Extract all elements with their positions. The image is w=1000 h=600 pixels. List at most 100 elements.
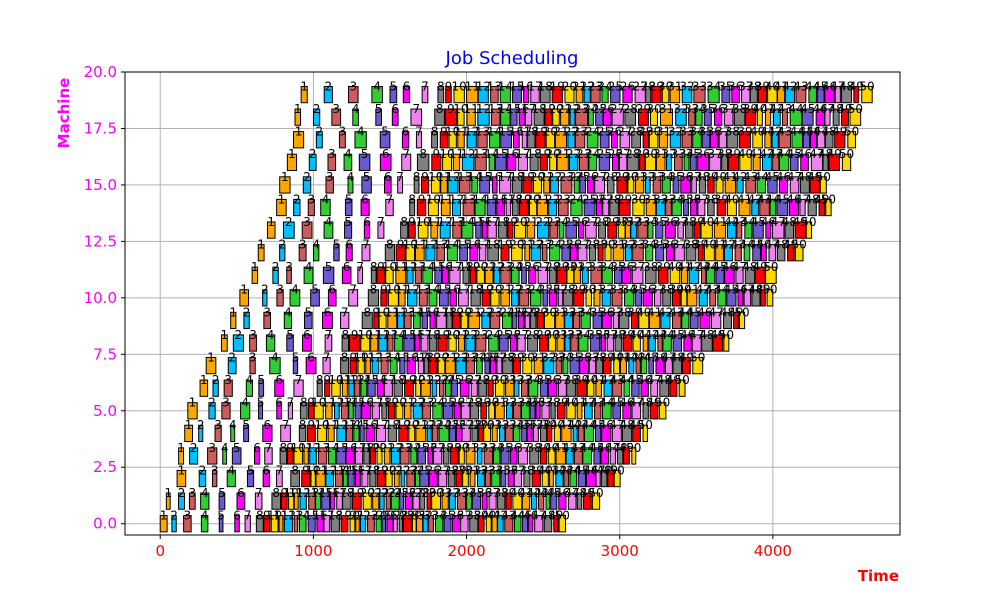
- job-bar-label: 1: [229, 305, 237, 319]
- job-bar: [772, 221, 785, 239]
- job-bar: [807, 198, 817, 217]
- job-bar-label: 4: [322, 192, 330, 206]
- job-bar: [672, 289, 681, 307]
- job-bar: [526, 424, 533, 442]
- job-bar-label: 47: [565, 486, 580, 500]
- job-bar: [345, 244, 353, 262]
- job-bar: [481, 492, 488, 510]
- job-bar: [612, 379, 623, 397]
- job-bar-label: 50: [839, 147, 854, 161]
- job-bar: [468, 311, 481, 330]
- job-bar-label: 25: [440, 396, 455, 410]
- job-bar: [362, 492, 372, 510]
- job-bar-label: 23: [572, 125, 587, 139]
- job-bar: [529, 153, 539, 171]
- job-bar-label: 34: [576, 328, 591, 342]
- job-bar: [430, 176, 441, 194]
- job-bar: [379, 153, 392, 171]
- job-bar: [340, 356, 350, 375]
- job-bar: [564, 334, 571, 352]
- job-bar: [325, 469, 334, 488]
- job-bar: [791, 131, 803, 149]
- job-bar-label: 24: [499, 305, 514, 319]
- job-bar: [379, 131, 391, 149]
- job-bar: [611, 289, 623, 307]
- job-bar: [521, 492, 531, 510]
- job-bar: [697, 198, 706, 217]
- job-bar-label: 38: [643, 260, 658, 274]
- job-bar: [648, 334, 656, 352]
- job-bar-label: 24: [388, 486, 403, 500]
- job-bar: [511, 289, 519, 307]
- job-bar-label: 34: [643, 215, 658, 229]
- job-bar-label: 7: [421, 79, 429, 93]
- job-bar-label: 8: [256, 509, 264, 523]
- job-bar-label: 44: [788, 102, 803, 116]
- job-bar: [715, 244, 724, 262]
- job-bar: [489, 131, 501, 149]
- job-bar: [810, 153, 824, 171]
- job-bar-label: 15: [304, 509, 319, 523]
- job-bar: [436, 311, 447, 330]
- job-bar-label: 2: [170, 509, 178, 523]
- job-bar: [465, 334, 476, 352]
- job-bar-label: 43: [777, 125, 792, 139]
- job-bar-label: 11: [438, 192, 453, 206]
- job-bar-label: 36: [711, 102, 726, 116]
- job-bar: [664, 356, 673, 375]
- job-bar-label: 11: [465, 79, 480, 93]
- job-bar: [462, 198, 475, 217]
- job-bar: [756, 108, 763, 126]
- job-bar: [584, 424, 595, 442]
- job-bar-label: 4: [221, 441, 229, 455]
- job-bar-label: 9: [377, 260, 385, 274]
- job-bar: [609, 447, 616, 465]
- job-bar: [293, 447, 304, 465]
- job-bar-label: 19: [396, 418, 411, 432]
- job-bar: [541, 244, 548, 262]
- job-bar: [628, 356, 635, 375]
- job-bar-label: 4: [291, 283, 299, 297]
- job-bar-label: 33: [481, 441, 496, 455]
- job-bar: [491, 176, 498, 194]
- job-bar: [510, 447, 518, 465]
- job-bar-label: 36: [506, 441, 521, 455]
- job-bar: [541, 402, 550, 420]
- job-bar: [334, 469, 344, 488]
- job-bar-label: 46: [599, 418, 614, 432]
- job-bar-label: 30: [520, 350, 535, 364]
- job-bar-label: 6: [275, 396, 283, 410]
- job-bar: [497, 515, 504, 533]
- job-bar-label: 15: [456, 238, 471, 252]
- job-bar-label: 41: [553, 441, 568, 455]
- job-bar: [550, 402, 556, 420]
- job-bar-label: 21: [523, 215, 538, 229]
- job-bar: [298, 424, 307, 442]
- job-bar-label: 14: [391, 328, 406, 342]
- job-bar-label: 18: [524, 125, 539, 139]
- job-bar: [535, 131, 546, 149]
- job-bar: [294, 108, 302, 126]
- job-bar-label: 13: [488, 102, 503, 116]
- job-bar: [530, 244, 542, 262]
- job-bar: [578, 221, 585, 239]
- job-bar-label: 5: [304, 305, 312, 319]
- job-bar: [566, 402, 576, 420]
- job-bar: [648, 311, 661, 330]
- job-bar: [690, 198, 698, 217]
- job-bar-label: 50: [626, 441, 641, 455]
- job-bar: [509, 334, 518, 352]
- job-bar-label: 21: [443, 350, 458, 364]
- job-bar-label: 31: [643, 192, 658, 206]
- job-bar-label: 30: [428, 486, 443, 500]
- job-bar: [198, 424, 204, 442]
- job-bar: [348, 379, 355, 397]
- job-bar: [360, 334, 371, 352]
- job-bar-label: 43: [731, 238, 746, 252]
- job-bar-label: 36: [728, 79, 743, 93]
- job-bar: [653, 289, 662, 307]
- job-bar-label: 37: [650, 283, 665, 297]
- job-bar: [543, 356, 555, 375]
- job-bar-label: 4: [271, 350, 279, 364]
- job-bar-label: 19: [516, 192, 531, 206]
